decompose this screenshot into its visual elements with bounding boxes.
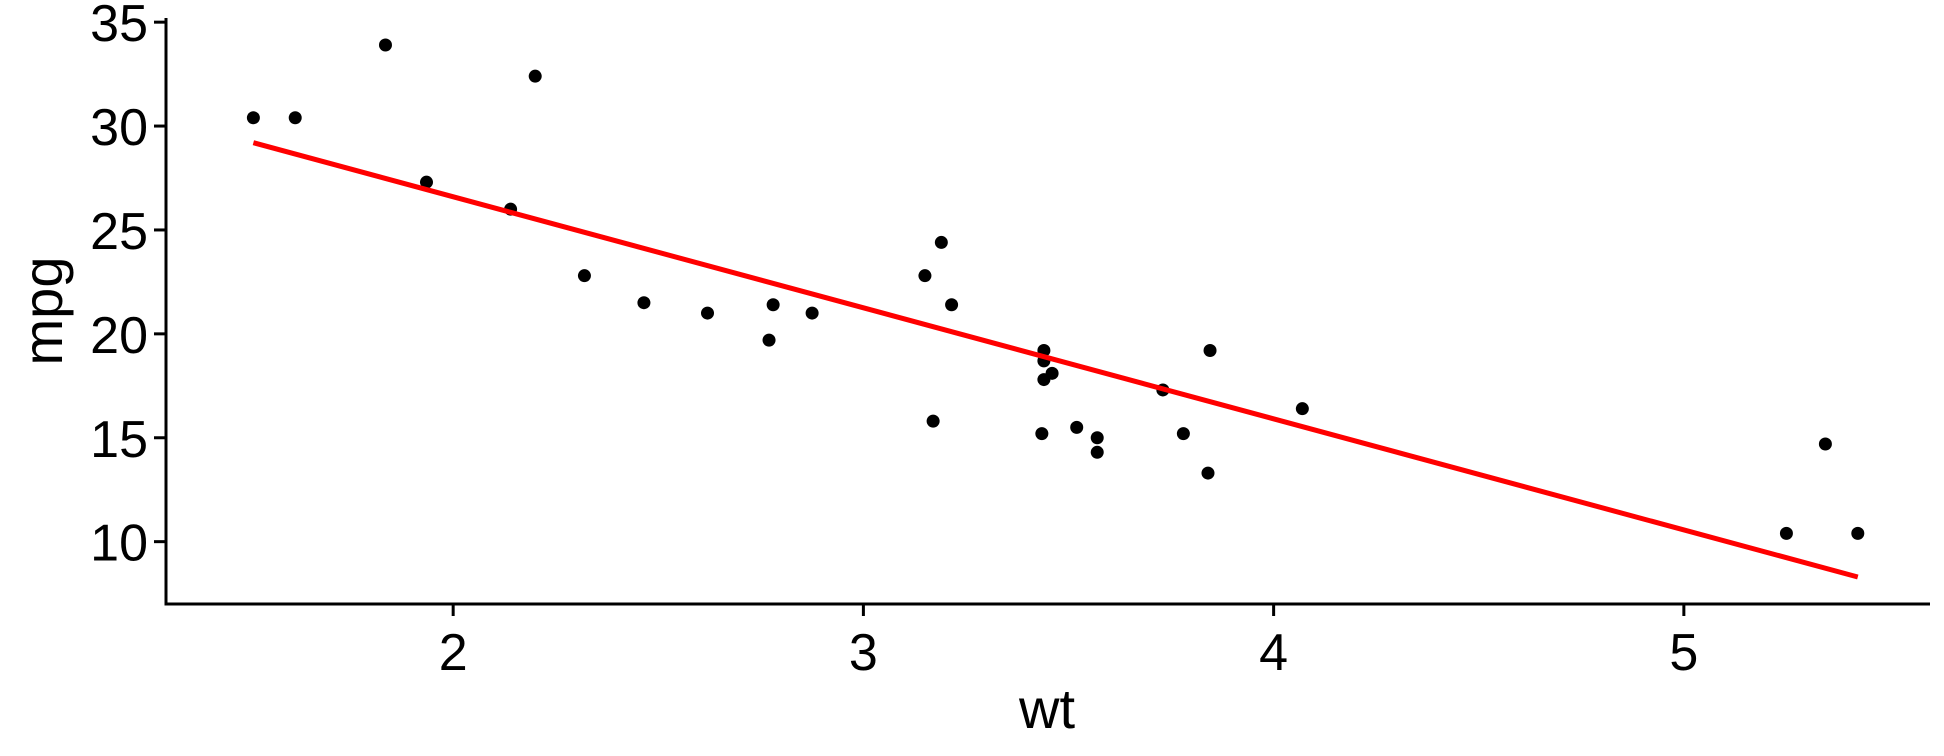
data-point	[926, 414, 940, 428]
x-axis: 2 3 4 5	[164, 602, 1930, 682]
data-point	[1090, 445, 1104, 459]
data-point	[1201, 466, 1215, 480]
data-point	[766, 298, 780, 312]
data-point	[1203, 343, 1217, 357]
data-point	[1818, 437, 1832, 451]
y-tick-label: 10	[90, 515, 148, 573]
data-point	[1035, 427, 1049, 441]
y-tick-label: 15	[90, 411, 148, 469]
data-point	[1295, 402, 1309, 416]
data-points	[246, 38, 1865, 540]
data-point	[1090, 431, 1104, 445]
data-point	[246, 111, 260, 125]
regression-line-group	[252, 140, 1859, 580]
data-point	[1779, 526, 1793, 540]
data-point	[288, 111, 302, 125]
data-point	[762, 333, 776, 347]
data-point	[701, 306, 715, 320]
data-point	[1851, 526, 1865, 540]
data-point	[378, 38, 392, 52]
data-point	[1070, 420, 1084, 434]
data-point	[528, 69, 542, 83]
data-point	[577, 269, 591, 283]
regression-line	[252, 140, 1859, 580]
y-tick-label: 35	[90, 0, 148, 53]
data-point	[1037, 373, 1051, 387]
y-tick-label: 25	[90, 203, 148, 261]
y-axis-title: mpg	[11, 257, 74, 366]
x-tick-label: 2	[439, 624, 468, 682]
x-tick-label: 4	[1259, 624, 1288, 682]
data-point	[1176, 427, 1190, 441]
data-point	[419, 175, 433, 189]
data-point	[805, 306, 819, 320]
x-tick-label: 5	[1669, 624, 1698, 682]
x-tick-label: 3	[849, 624, 878, 682]
data-point	[918, 269, 932, 283]
data-point	[945, 298, 959, 312]
data-point	[637, 296, 651, 310]
data-point	[934, 235, 948, 249]
x-axis-title: wt	[1018, 677, 1075, 740]
y-tick-label: 30	[90, 99, 148, 157]
y-axis: 10 15 20 25 30 35	[90, 0, 168, 605]
y-tick-label: 20	[90, 307, 148, 365]
